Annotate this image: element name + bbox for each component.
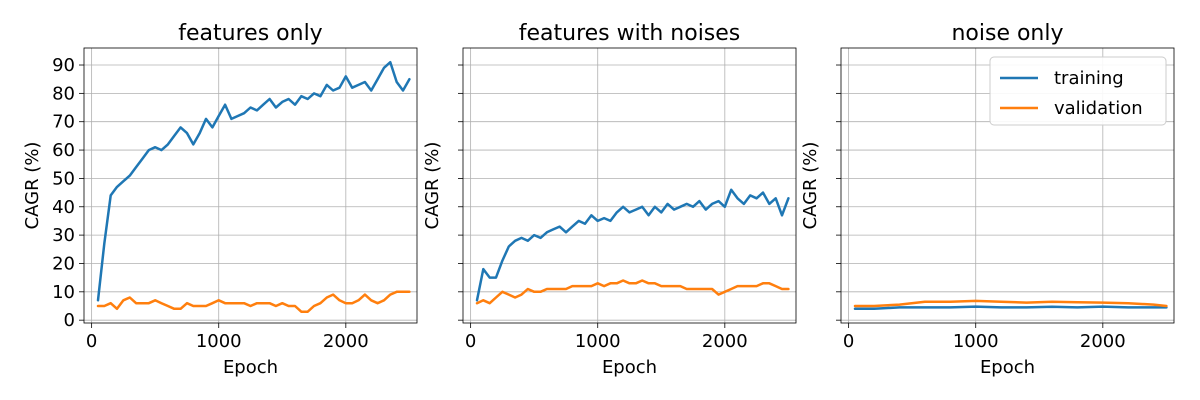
series-line-validation <box>96 290 411 313</box>
chart-panel-3: 0 1000 2000 noise only Epoch CAGR (%) training… <box>800 21 1175 378</box>
x-tick-label: 2000 <box>702 331 748 352</box>
x-tick-label: 2000 <box>1080 331 1126 352</box>
x-tick-label: 2000 <box>323 331 369 352</box>
chart-title: features with noises <box>519 21 741 46</box>
chart-panel-1: 0 1000 2000 0 10 20 30 40 50 60 70 80 90 features onl… <box>22 21 418 378</box>
y-tick-label: 10 <box>52 282 75 303</box>
x-tick-label: 1000 <box>575 331 621 352</box>
y-axis-label: CAGR (%) <box>800 142 821 230</box>
axes-frame <box>83 47 418 324</box>
x-tick-label: 1000 <box>953 331 999 352</box>
series-line-training <box>475 188 790 302</box>
y-tick-label: 60 <box>52 140 75 161</box>
y-tick-label: 30 <box>52 225 75 246</box>
y-axis-label: CAGR (%) <box>422 142 443 230</box>
x-tick-label: 1000 <box>196 331 242 352</box>
series-line-training <box>96 60 411 302</box>
legend: training validation <box>989 56 1167 126</box>
chart-panel-2: 0 1000 2000 features with noises Epoch CAGR (… <box>422 21 797 378</box>
series-line-validation <box>475 279 790 305</box>
y-tick-label: 20 <box>52 253 75 274</box>
legend-label-training: training <box>1054 68 1124 89</box>
y-tick-label: 90 <box>52 55 75 76</box>
y-axis-label: CAGR (%) <box>22 142 43 230</box>
chart-title: noise only <box>951 21 1063 46</box>
y-tick-label: 80 <box>52 83 75 104</box>
y-tick-label: 70 <box>52 112 75 133</box>
series-line-validation <box>853 299 1168 308</box>
series-line-training <box>853 305 1168 311</box>
x-axis-label: Epoch <box>602 357 657 378</box>
x-axis-label: Epoch <box>980 357 1035 378</box>
y-tick-label: 0 <box>64 310 75 331</box>
axes-frame <box>840 47 1175 324</box>
x-axis-label: Epoch <box>223 357 278 378</box>
x-tick-label: 0 <box>86 331 97 352</box>
x-tick-label: 0 <box>465 331 476 352</box>
legend-label-validation: validation <box>1054 98 1143 119</box>
y-tick-label: 50 <box>52 168 75 189</box>
y-tick-label: 40 <box>52 197 75 218</box>
axes-frame <box>462 47 797 324</box>
x-tick-label: 0 <box>843 331 854 352</box>
chart-title: features only <box>178 21 322 46</box>
